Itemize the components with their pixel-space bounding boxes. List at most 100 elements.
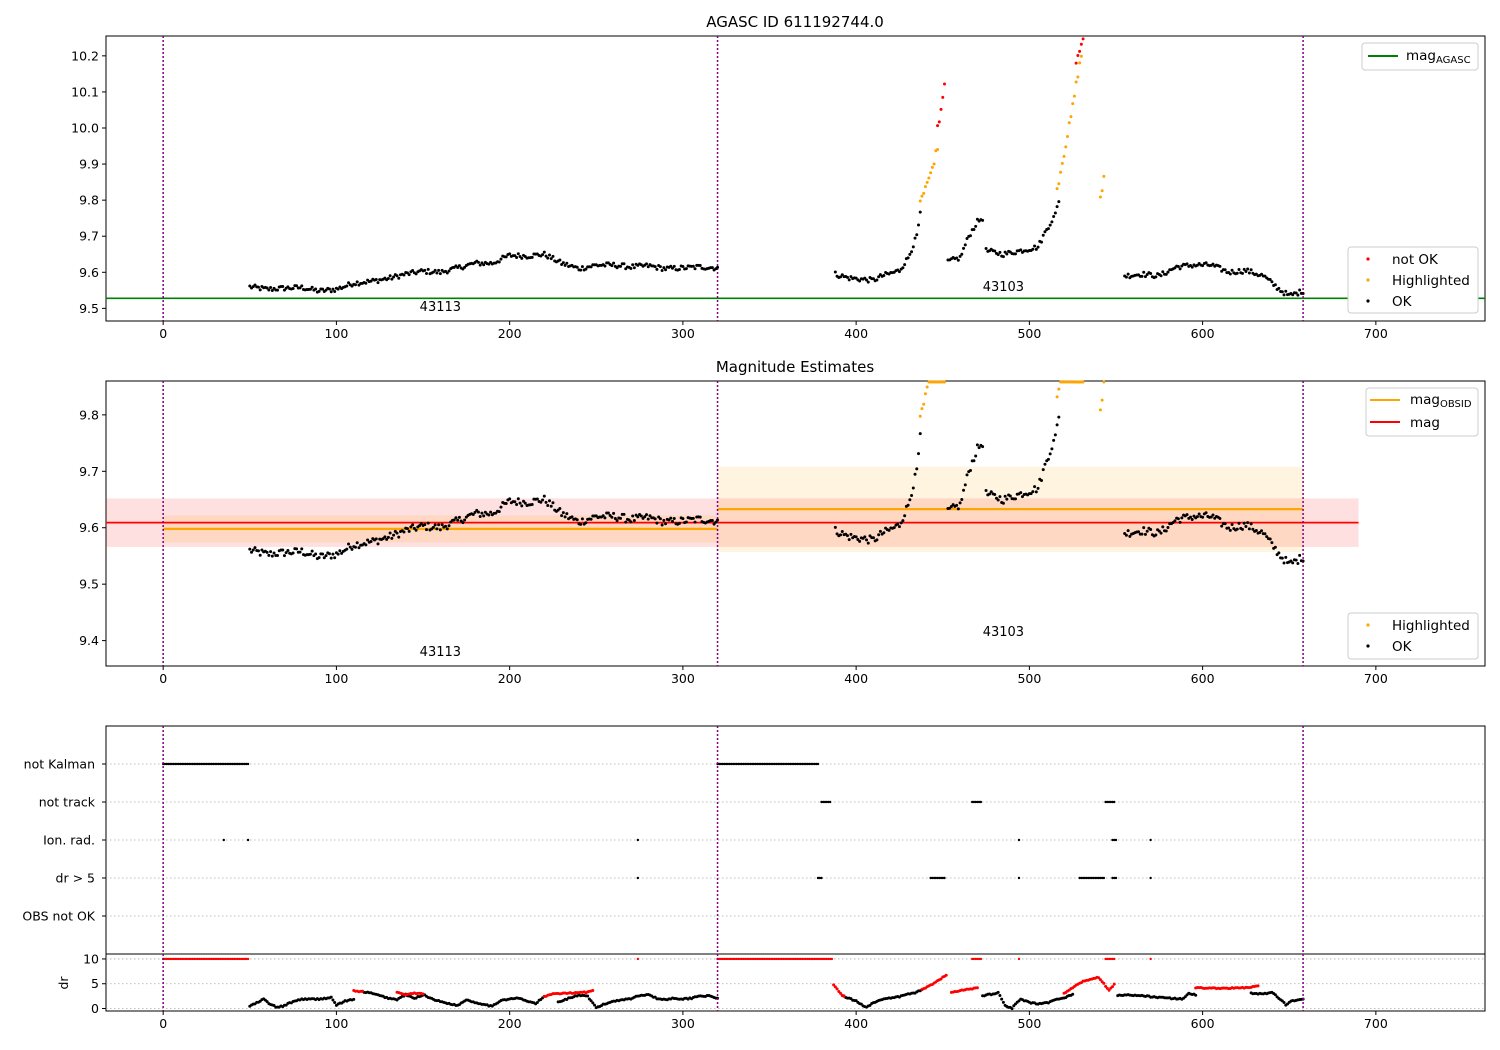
dr-capped-point: [213, 957, 217, 961]
data-point-ok: [1260, 529, 1264, 533]
flag-point: [1113, 800, 1116, 804]
data-point-ok: [1154, 533, 1158, 537]
flag-point: [808, 762, 811, 766]
dr-capped-point: [737, 957, 740, 961]
data-point-ok: [499, 257, 503, 261]
dr-capped-point: [763, 957, 766, 961]
x-tick-label: 100: [324, 1016, 348, 1031]
flag-point: [1111, 800, 1114, 804]
dr-capped-point: [740, 957, 743, 961]
flag-point: [196, 762, 200, 766]
data-point-ok: [523, 501, 527, 505]
dr-capped-point: [181, 957, 184, 961]
flag-point: [790, 762, 794, 766]
flag-point: [234, 762, 238, 766]
data-point-ok: [639, 514, 643, 518]
flag-point: [246, 762, 250, 766]
data-point-ok: [913, 236, 917, 240]
flag-point: [194, 762, 198, 766]
data-point-ok: [669, 516, 673, 520]
data-point-ok: [345, 547, 349, 551]
flag-point: [754, 762, 757, 766]
x-tick-label: 100: [324, 326, 348, 341]
data-point-ok: [508, 252, 512, 256]
dr-capped-point: [201, 957, 205, 961]
obsid-annotation: 43103: [983, 280, 1024, 295]
flag-point: [825, 800, 828, 804]
dr-capped-point: [205, 957, 208, 961]
flag-point: [1100, 876, 1104, 880]
data-point-ok: [660, 523, 664, 527]
flag-point: [1017, 876, 1021, 880]
data-point-ok: [963, 483, 967, 487]
dr-capped-point: [246, 957, 250, 961]
flag-point: [806, 762, 809, 766]
y-tick-label: 9.6: [79, 520, 99, 535]
data-point-ok: [612, 511, 616, 515]
data-point-ok: [658, 517, 662, 521]
data-point-ok: [1242, 521, 1246, 525]
data-point-ok: [414, 272, 418, 276]
data-point-ok: [1166, 270, 1170, 274]
flag-point: [239, 762, 243, 766]
flag-point: [1149, 838, 1152, 842]
data-point-ok: [353, 283, 357, 287]
data-point-ok: [839, 275, 843, 279]
flag-point: [175, 762, 179, 766]
dr-point-ok: [589, 999, 593, 1003]
data-point-ok: [251, 548, 255, 552]
flag-point: [1085, 876, 1088, 880]
x-tick-label: 300: [671, 671, 695, 686]
dr-capped-point: [177, 957, 180, 961]
flag-point: [938, 876, 941, 880]
data-point-ok: [1268, 537, 1272, 541]
data-point-ok: [1254, 529, 1258, 533]
flag-point: [1104, 800, 1107, 804]
dr-point-not-ok: [842, 994, 846, 998]
data-point-ok: [276, 288, 280, 292]
data-point-ok: [974, 224, 978, 228]
y-tick-label: 9.5: [79, 301, 99, 316]
data-point-ok: [917, 452, 921, 456]
data-point-ok: [369, 540, 373, 544]
dr-capped-point: [796, 957, 799, 961]
data-point-ok: [956, 258, 960, 262]
data-point-highlighted: [1102, 380, 1106, 384]
data-point-ok: [482, 263, 486, 267]
dr-capped-point: [809, 957, 813, 961]
data-point-ok: [322, 556, 326, 560]
data-point-ok: [1223, 268, 1227, 272]
data-point-ok: [1043, 462, 1047, 466]
data-point-ok: [541, 498, 545, 502]
data-point-ok: [579, 522, 583, 526]
data-point-ok: [386, 535, 390, 539]
data-point-ok: [1173, 519, 1177, 523]
dr-capped-point: [757, 957, 761, 961]
dr-capped-point: [207, 957, 210, 961]
data-point-ok: [631, 263, 635, 267]
data-point-ok: [998, 250, 1002, 254]
flag-point: [163, 762, 167, 766]
data-point-ok: [390, 277, 394, 281]
data-point-ok: [972, 227, 976, 231]
dr-capped-point: [752, 957, 756, 961]
y-tick-label: 10.1: [71, 84, 99, 99]
dr-capped-point: [1109, 957, 1112, 961]
data-point-ok: [438, 272, 442, 276]
data-point-ok: [1237, 521, 1241, 525]
dr-capped-point: [210, 957, 213, 961]
data-point-ok: [603, 264, 607, 268]
dr-capped-point: [238, 957, 241, 961]
data-point-ok: [1294, 558, 1298, 562]
y-tick-label: 9.9: [79, 157, 99, 172]
data-point-highlighted: [1057, 182, 1061, 186]
dr-capped-point: [194, 957, 198, 961]
flag-point: [1080, 876, 1083, 880]
data-point-ok: [613, 517, 617, 521]
data-point-ok: [494, 511, 498, 515]
flag-point: [809, 762, 813, 766]
data-point-highlighted: [918, 414, 922, 418]
data-point-ok: [353, 545, 357, 549]
data-point-ok: [1190, 265, 1194, 269]
data-point-ok: [877, 533, 881, 537]
